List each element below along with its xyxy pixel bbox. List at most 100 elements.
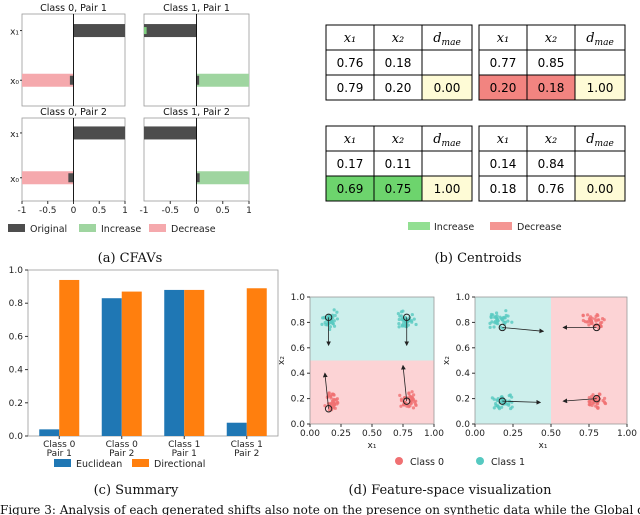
centroid-header-cell bbox=[574, 125, 626, 152]
scatter-point bbox=[588, 400, 592, 404]
centroid-cell-value: 0.00 bbox=[434, 81, 461, 95]
summary-bar-euclidean bbox=[164, 289, 185, 436]
scatter-point bbox=[335, 317, 340, 321]
centroid-header-subscript: mae bbox=[442, 38, 461, 48]
summary-ytick-label: 0.2 bbox=[9, 399, 23, 409]
scatter-xtick-label: 0.75 bbox=[393, 429, 413, 439]
scatter-ytick-label: 1.0 bbox=[456, 293, 471, 303]
scatter-ytick-label: 0.4 bbox=[291, 369, 306, 379]
centroid-cell-value: 0.85 bbox=[538, 56, 565, 70]
scatter-point bbox=[601, 398, 605, 403]
scatter-point bbox=[492, 325, 496, 329]
scatter-ytick-label: 0.6 bbox=[456, 344, 471, 354]
centroid-cell bbox=[373, 49, 423, 76]
scatter-xtick-label: 0.25 bbox=[331, 429, 351, 439]
scatter-point bbox=[329, 320, 333, 324]
scatter-point bbox=[581, 318, 585, 323]
centroid-cell-value: 1.00 bbox=[434, 182, 461, 196]
scatter-point bbox=[502, 322, 507, 326]
feature-space-panel: 0.00 0.25 0.50 0.75 1.00 0.0 0.2 0.4 0.6 0.8 1.0 x₁… bbox=[277, 293, 637, 468]
scatter-xtick-label: 0.00 bbox=[465, 429, 485, 439]
scatter-point bbox=[336, 401, 340, 405]
scatter-point bbox=[490, 320, 494, 324]
cfav-bar-original bbox=[196, 75, 200, 85]
cfav-bar-original bbox=[69, 75, 74, 85]
summary-xtick-label: Class 0 bbox=[43, 440, 76, 450]
scatter-point bbox=[401, 309, 405, 313]
scatter-point bbox=[332, 308, 336, 312]
scatter-point bbox=[507, 394, 511, 398]
cfav-panel-title: Class 1, Pair 1 bbox=[163, 3, 230, 14]
summary-ytick-label: 1.0 bbox=[9, 266, 24, 276]
scatter-point bbox=[593, 317, 597, 321]
cfav-bar-original bbox=[73, 126, 125, 140]
cfav-legend-swatch bbox=[8, 224, 25, 232]
centroid-header-cell bbox=[421, 24, 473, 51]
scatter-legend-class0 bbox=[395, 457, 403, 465]
centroid-cell bbox=[373, 74, 423, 101]
scatter-xtick-label: 0.50 bbox=[362, 429, 382, 439]
scatter-xtick-label: 0.75 bbox=[579, 429, 599, 439]
scatter-xlabel: x₁ bbox=[368, 441, 377, 451]
scatter-point bbox=[408, 404, 412, 408]
summary-xtick-label: Pair 2 bbox=[234, 449, 259, 459]
summary-legend-swatch bbox=[132, 459, 149, 467]
scatter-point bbox=[411, 406, 416, 410]
shift-arrow bbox=[322, 372, 329, 409]
scatter-point bbox=[504, 309, 508, 313]
scatter-point bbox=[333, 406, 337, 410]
cfav-ylabel-x0: x₀ bbox=[10, 175, 19, 185]
centroid-cell bbox=[478, 74, 528, 101]
centroid-cell-value: 0.18 bbox=[538, 81, 565, 95]
scatter-point bbox=[397, 317, 401, 322]
summary-xtick-label: Class 1 bbox=[168, 440, 200, 450]
scatter-point bbox=[332, 402, 336, 406]
scatter-point bbox=[494, 311, 499, 315]
scatter-ytick-label: 0.0 bbox=[291, 420, 306, 430]
centroid-cell-value: 0.20 bbox=[385, 81, 412, 95]
scatter-point bbox=[501, 318, 505, 322]
centroid-header-label: x₂ bbox=[392, 132, 405, 147]
cfav-panel: Class 0, Pair 1 x₁ x₀ Class 1, Pair 1 Class … bbox=[8, 3, 252, 235]
centroid-cell-value: 0.18 bbox=[490, 182, 517, 196]
scatter-point bbox=[410, 390, 414, 394]
scatter-point bbox=[493, 321, 497, 325]
scatter-point bbox=[492, 397, 496, 401]
centroid-cell-value: 0.79 bbox=[337, 81, 364, 95]
scatter-point bbox=[492, 406, 496, 410]
scatter-point bbox=[321, 316, 325, 320]
centroid-header-subscript: mae bbox=[595, 38, 614, 48]
scatter-legend-class1 bbox=[476, 457, 484, 465]
scatter-point bbox=[414, 403, 418, 408]
cfav-bar-increase bbox=[144, 27, 147, 35]
centroid-cell bbox=[526, 49, 576, 76]
cfav-xtick-label: -1 bbox=[18, 206, 27, 216]
scatter-point bbox=[333, 313, 337, 318]
scatter-point bbox=[412, 393, 416, 397]
summary-ytick-label: 0.0 bbox=[9, 432, 24, 442]
centroid-cell bbox=[574, 175, 626, 202]
scatter-point bbox=[495, 404, 500, 408]
centroid-cell-value: 0.18 bbox=[385, 56, 412, 70]
cfav-bar-original bbox=[73, 24, 125, 38]
scatter-point bbox=[489, 312, 494, 317]
scatter-point bbox=[596, 402, 600, 406]
scatter-point bbox=[398, 314, 402, 318]
cfav-xtick-label: 0.5 bbox=[216, 206, 230, 216]
centroid-header-cell bbox=[526, 24, 576, 51]
centroid-header-subscript: mae bbox=[442, 139, 461, 149]
scatter-point bbox=[332, 324, 337, 328]
caption-d: (d) Feature-space visualization bbox=[349, 483, 553, 498]
summary-legend-label: Euclidean bbox=[76, 459, 122, 470]
cfav-xtick-label: -1 bbox=[140, 206, 149, 216]
scatter-point bbox=[335, 310, 339, 314]
cfav-xtick-label: -0.5 bbox=[161, 206, 179, 216]
scatter-point bbox=[410, 320, 414, 324]
scatter-point bbox=[328, 325, 332, 329]
scatter-point bbox=[590, 321, 594, 325]
scatter-ylabel: x₂ bbox=[442, 356, 452, 365]
summary-bar-directional bbox=[121, 291, 142, 436]
centroid-cell bbox=[574, 150, 626, 177]
scatter-point bbox=[412, 317, 416, 321]
